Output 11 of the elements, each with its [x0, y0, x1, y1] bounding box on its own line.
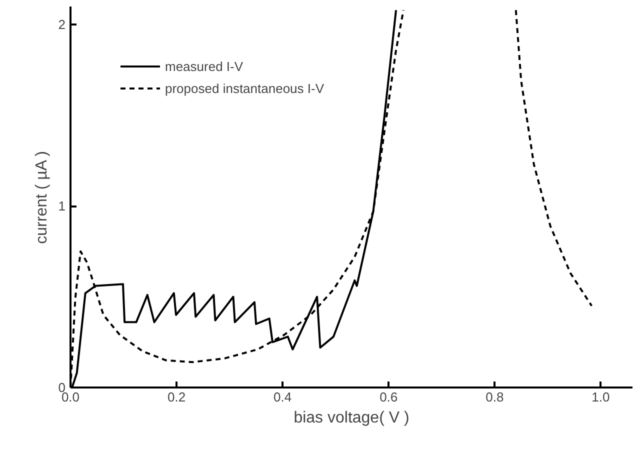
- x-tick-label: 1.0: [592, 390, 610, 404]
- x-tick-label: 0.4: [274, 390, 292, 404]
- y-tick-label: 1: [58, 198, 66, 214]
- x-tick-label: 0.8: [486, 390, 504, 404]
- x-tick-label: 0.6: [380, 390, 398, 404]
- y-tick-label: 2: [58, 17, 66, 32]
- y-axis-title: current ( µA ): [33, 151, 50, 244]
- legend-label: measured I-V: [165, 58, 244, 74]
- x-tick-label: 0.2: [168, 390, 186, 404]
- legend-label: proposed instantaneous I-V: [165, 80, 324, 96]
- x-axis-title: bias voltage( V ): [294, 410, 410, 426]
